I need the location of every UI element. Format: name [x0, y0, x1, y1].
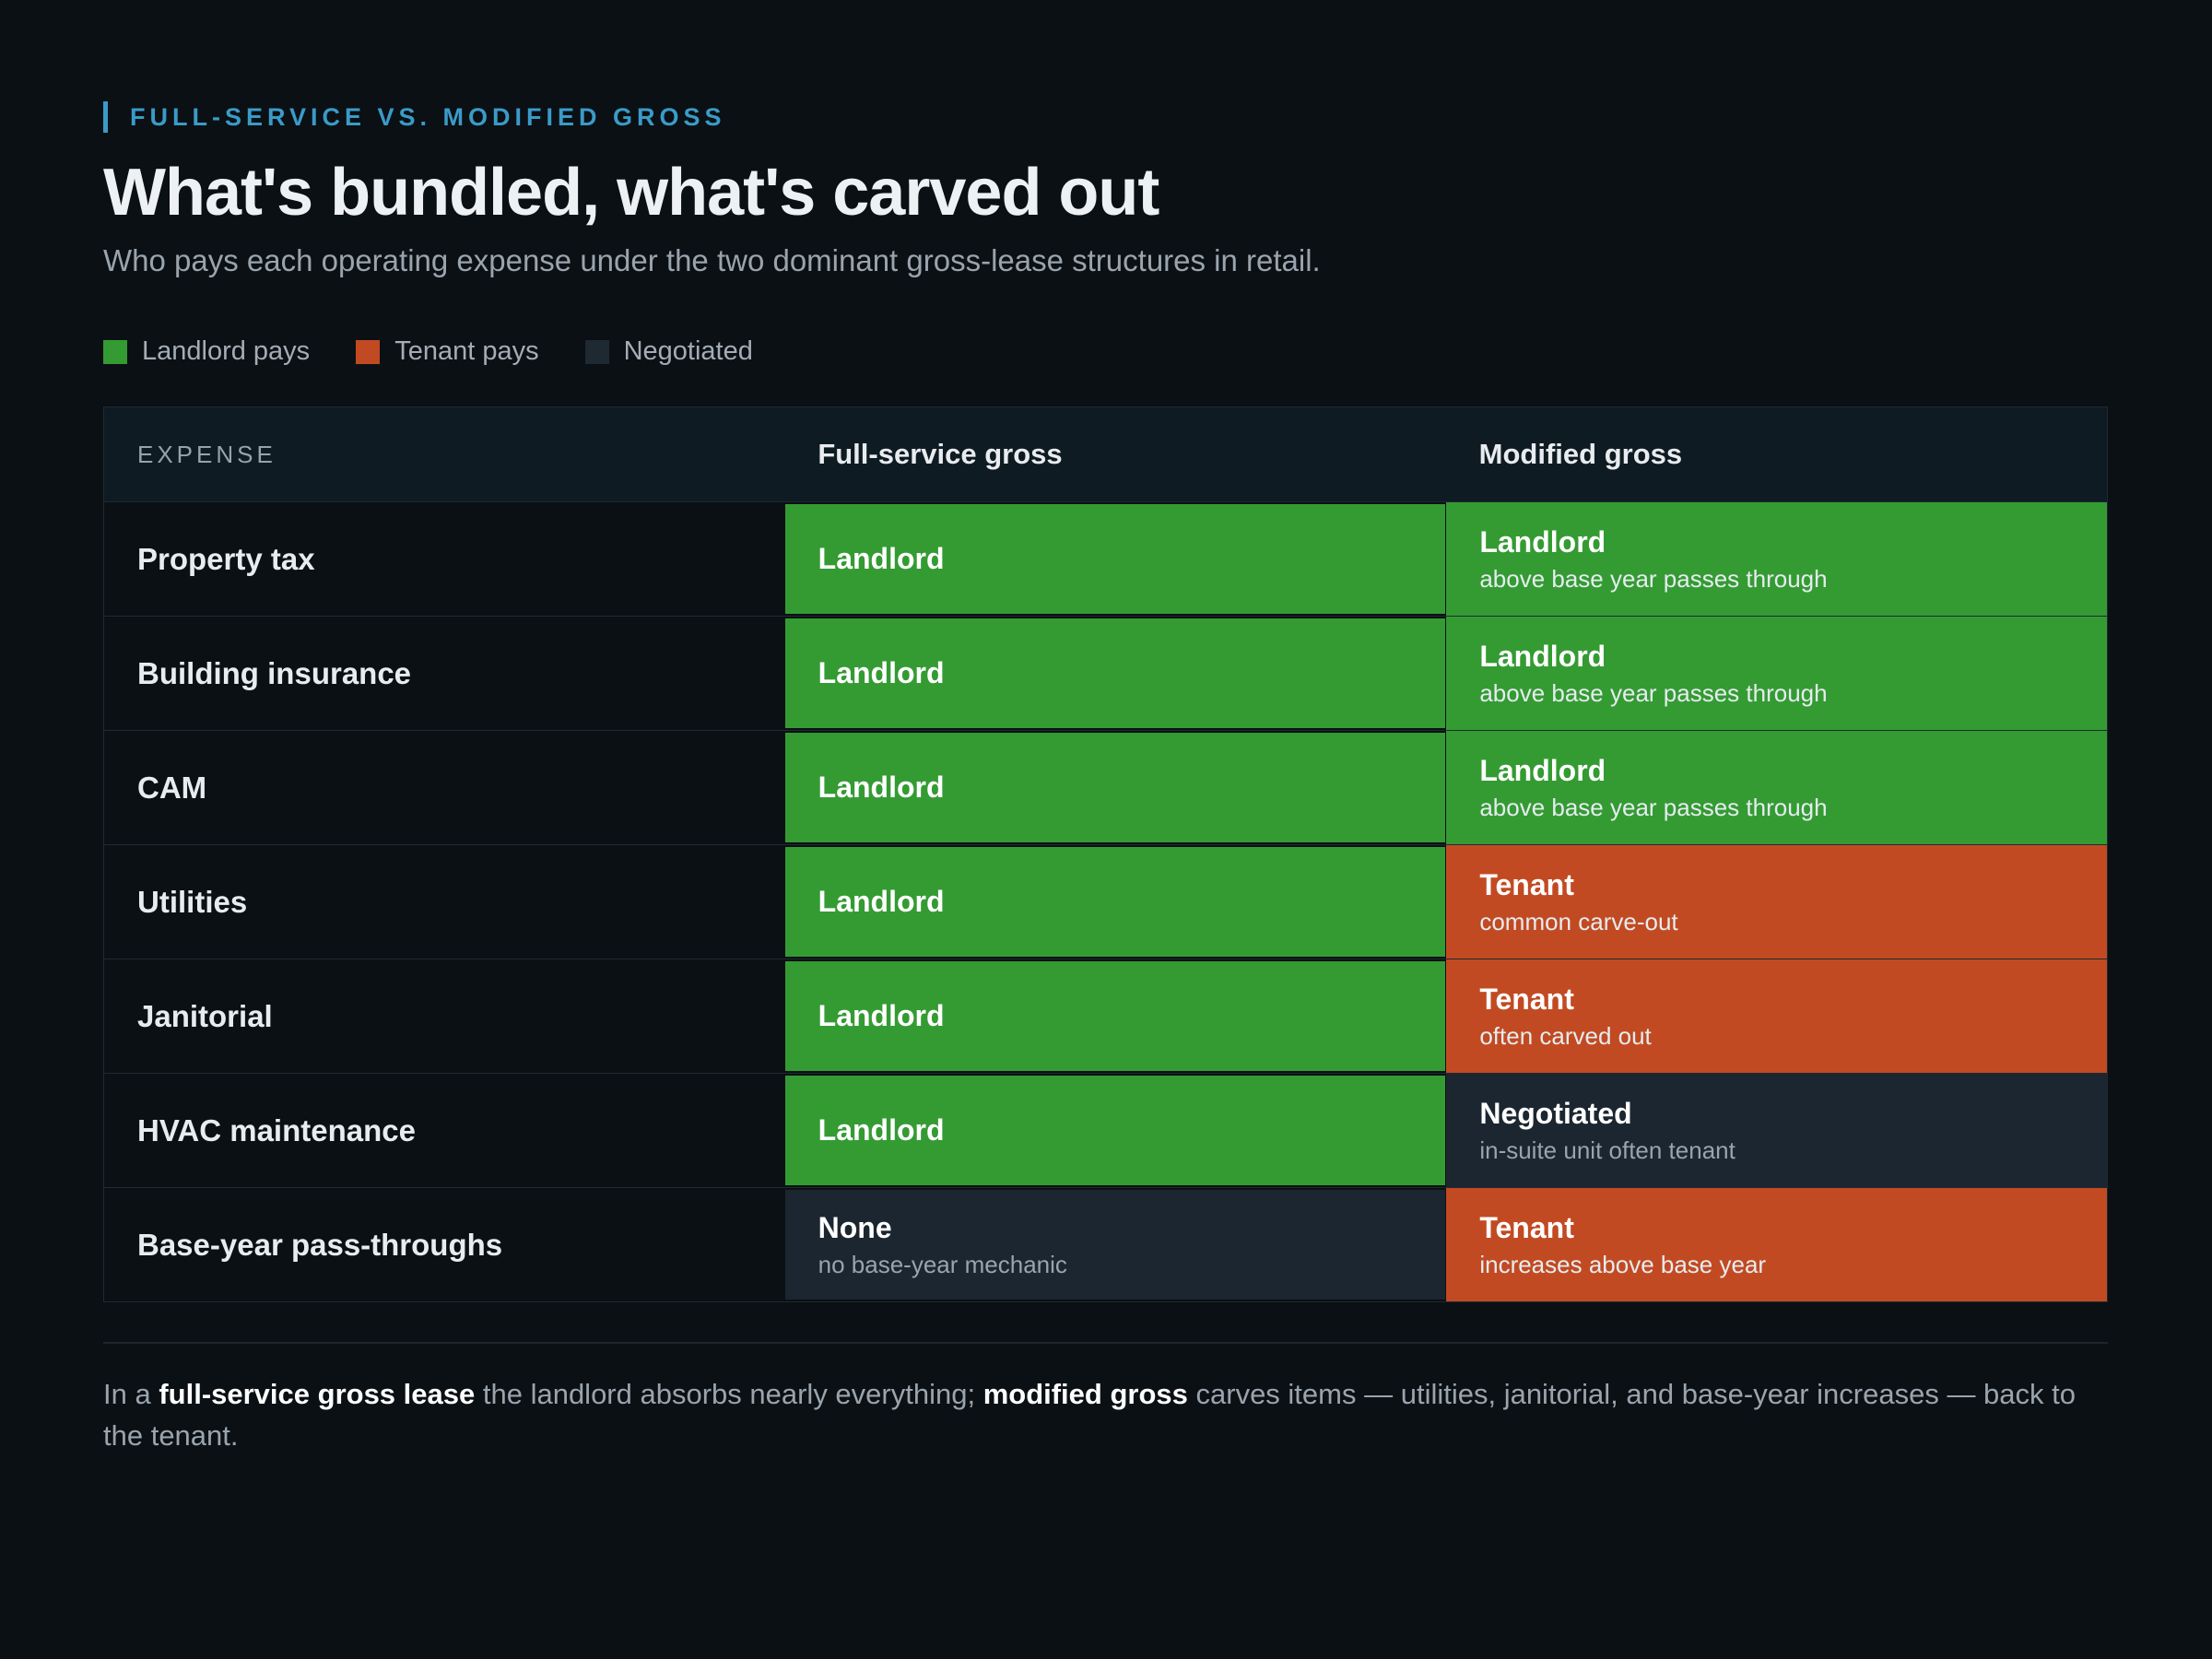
cell-label: Tenant	[1479, 982, 1574, 1016]
cell-label: Landlord	[818, 999, 945, 1032]
expense: Property tax	[137, 541, 315, 576]
title: What's bundled, what's carved out	[103, 156, 1159, 229]
legend-swatch	[584, 339, 609, 364]
legend: Landlord pays Tenant pays Negotiated	[103, 336, 753, 367]
legend-item: Tenant pays	[356, 336, 539, 367]
table: EXPENSE Full-service gross Modified gross P…	[103, 406, 2108, 1302]
footnote-text: In a	[103, 1378, 159, 1410]
cell-label: Landlord	[1479, 753, 1606, 787]
table-row: Base-year pass-throughs None no base-year …	[104, 1187, 2108, 1301]
cell: Landlord	[784, 618, 1446, 728]
footnote-text: carves items — utilities, janitorial, an…	[103, 1378, 2077, 1452]
eyebrow: FULL-SERVICE VS. MODIFIED GROSS	[103, 101, 726, 133]
cell-note: common carve-out	[1479, 907, 1678, 935]
footnote-text: full-service gross lease	[159, 1378, 476, 1410]
cell-note: no base-year mechanic	[818, 1250, 1067, 1278]
cell-note: often carved out	[1479, 1021, 1652, 1050]
table-row: Janitorial Landlord Tenant often carved out	[104, 959, 2108, 1073]
footnote-text: modified gross	[982, 1378, 1188, 1410]
cell: Tenant common carve-out	[1446, 845, 2108, 959]
cell: Landlord	[784, 504, 1446, 614]
column-header: Modified gross	[1478, 438, 1683, 470]
cell-label: Landlord	[818, 656, 945, 689]
cell-label: Landlord	[818, 542, 945, 575]
cell-label: Landlord	[818, 885, 945, 918]
cell-note: above base year passes through	[1479, 678, 1828, 707]
table-row: Property tax Landlord Landlord above base y…	[104, 501, 2108, 616]
expense: CAM	[137, 770, 207, 805]
cell-label: Tenant	[1479, 1210, 1574, 1244]
table-row: CAM Landlord Landlord above base year passe…	[104, 730, 2108, 844]
expense: Janitorial	[137, 998, 273, 1033]
footnote: In a full-service gross lease the landlo…	[103, 1373, 2108, 1456]
cell: Landlord	[784, 733, 1446, 842]
legend-item: Landlord pays	[103, 336, 310, 367]
table-row: Building insurance Landlord Landlord above …	[104, 616, 2108, 730]
cell: Tenant increases above base year	[1446, 1188, 2108, 1301]
legend-swatch	[356, 339, 381, 364]
expense: HVAC maintenance	[137, 1112, 416, 1147]
expense: Utilities	[137, 884, 248, 919]
cell: Negotiated in-suite unit often tenant	[1446, 1074, 2108, 1187]
legend-label: Negotiated	[623, 336, 753, 366]
cell: Landlord above base year passes through	[1446, 731, 2108, 844]
cell: Landlord above base year passes through	[1446, 617, 2108, 730]
footnote-text: the landlord absorbs nearly everything;	[475, 1378, 983, 1410]
cell: Landlord above base year passes through	[1446, 502, 2108, 616]
cell-note: in-suite unit often tenant	[1479, 1135, 1735, 1164]
expense: Base-year pass-throughs	[137, 1227, 503, 1262]
cell-note: increases above base year	[1479, 1250, 1767, 1278]
column-header: Full-service gross	[818, 438, 1063, 470]
cell-note: above base year passes through	[1479, 793, 1828, 821]
cell-label: Landlord	[818, 771, 945, 804]
cell: Tenant often carved out	[1446, 959, 2108, 1073]
cell: None no base-year mechanic	[784, 1190, 1446, 1300]
cell: Landlord	[784, 1076, 1446, 1185]
subtitle: Who pays each operating expense under th…	[103, 243, 1321, 277]
cell-label: Landlord	[1479, 639, 1606, 673]
cell: Landlord	[784, 961, 1446, 1071]
cell-label: None	[818, 1210, 892, 1244]
cell: Landlord	[784, 847, 1446, 957]
cell-label: Negotiated	[1479, 1096, 1632, 1130]
table-row: Utilities Landlord Tenant common carve-out	[104, 844, 2108, 959]
cell-label: Landlord	[1479, 524, 1606, 559]
column-header: EXPENSE	[137, 440, 276, 468]
legend-label: Tenant pays	[394, 336, 539, 366]
table-row: HVAC maintenance Landlord Negotiated in-sui…	[104, 1073, 2108, 1187]
legend-swatch	[103, 339, 127, 364]
cell-label: Tenant	[1479, 867, 1574, 901]
cell-note: above base year passes through	[1479, 564, 1828, 593]
expense: Building insurance	[137, 655, 412, 690]
legend-item: Negotiated	[584, 336, 753, 367]
cell-label: Landlord	[818, 1113, 945, 1147]
legend-label: Landlord pays	[142, 336, 311, 366]
header-row: EXPENSE Full-service gross Modified gross	[104, 407, 2107, 501]
divider	[103, 1342, 2108, 1344]
